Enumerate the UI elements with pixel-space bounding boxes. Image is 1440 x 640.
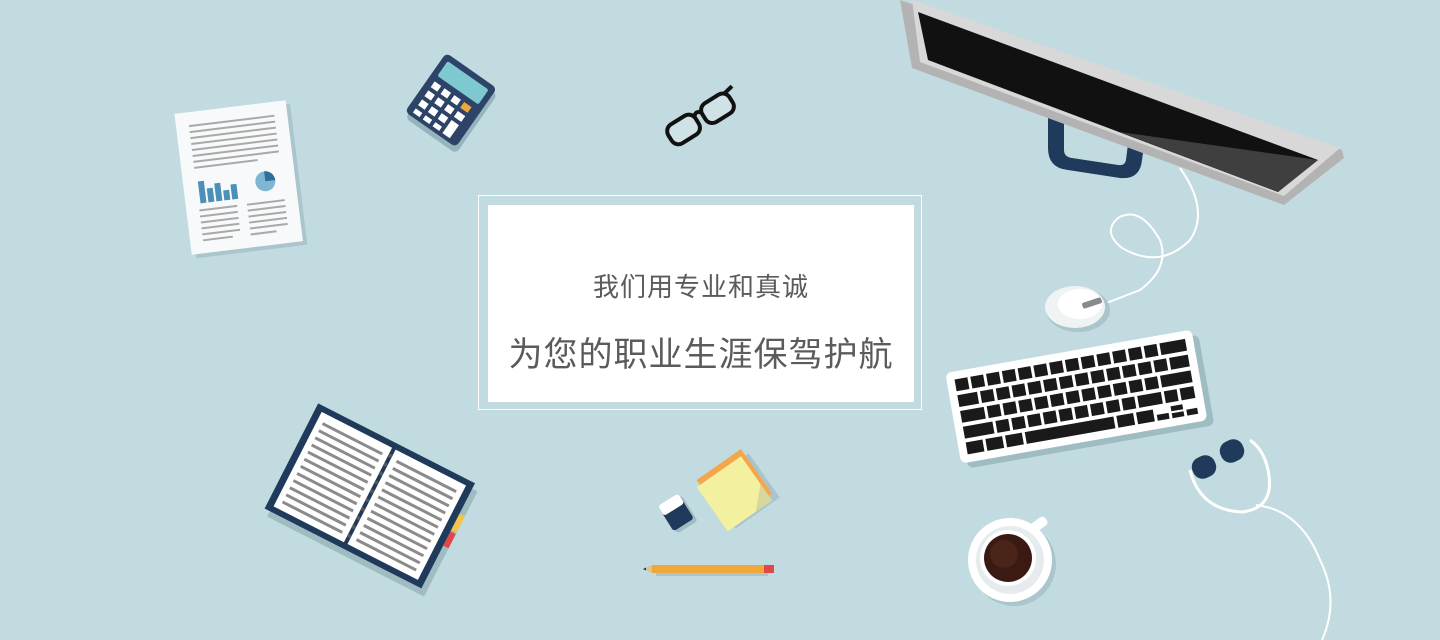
sticky-notes-icon — [696, 449, 780, 532]
eraser-icon — [658, 494, 697, 533]
banner-title: 为您的职业生涯保驾护航 — [508, 335, 894, 375]
glasses-icon — [665, 84, 736, 147]
calculator-icon — [406, 54, 496, 152]
pencil-icon — [643, 565, 774, 576]
banner-card-border — [478, 195, 922, 410]
banner-card: 我们用专业和真诚 为您的职业生涯保驾护航 — [488, 205, 914, 402]
mouse-icon — [1045, 286, 1110, 332]
headphones-icon — [1188, 438, 1332, 640]
coffee-cup-icon — [968, 516, 1056, 606]
notebook-icon — [264, 403, 478, 597]
monitor-icon — [900, 0, 1344, 305]
keyboard-icon — [946, 330, 1214, 468]
banner-subtitle: 我们用专业和真诚 — [592, 273, 809, 303]
document-icon — [174, 100, 308, 259]
